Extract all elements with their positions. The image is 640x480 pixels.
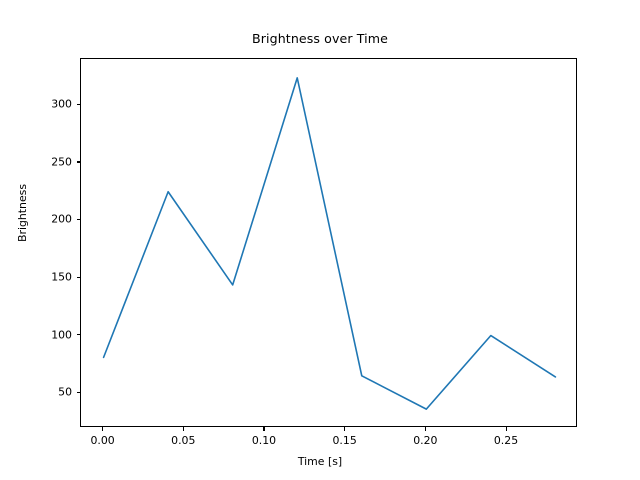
plot-axes — [80, 58, 577, 427]
x-tick-label: 0.00 — [90, 434, 115, 447]
data-line — [102, 77, 557, 410]
y-tick-mark — [76, 161, 80, 163]
y-tick-label: 50 — [58, 385, 72, 399]
page-title: Brightness over Time — [252, 31, 388, 46]
x-axis-label: Time [s] — [297, 455, 343, 468]
y-axis-label: Brightness — [16, 183, 29, 242]
x-tick-label: 0.25 — [493, 434, 519, 447]
x-tick-mark — [102, 427, 104, 431]
line-series-svg — [102, 77, 557, 410]
y-tick-mark — [76, 334, 80, 336]
y-tick-label: 200 — [51, 212, 72, 226]
x-tick-mark — [424, 427, 426, 431]
x-tick-label: 0.20 — [413, 434, 438, 447]
x-tick-mark — [344, 427, 346, 431]
x-tick-label: 0.05 — [171, 434, 196, 447]
y-tick-mark — [76, 103, 80, 106]
y-tick-mark — [76, 276, 80, 278]
x-tick-label: 0.15 — [332, 434, 357, 447]
x-tick-mark — [505, 427, 507, 431]
x-tick-label: 0.10 — [251, 434, 277, 447]
y-tick-label: 100 — [51, 328, 72, 342]
y-tick-label: 250 — [51, 155, 72, 169]
x-tick-mark — [263, 427, 265, 431]
x-tick-mark — [182, 427, 184, 431]
y-tick-label: 150 — [51, 270, 72, 284]
y-tick-mark — [76, 218, 80, 221]
y-tick-label: 300 — [51, 97, 72, 111]
y-tick-mark — [76, 391, 80, 393]
